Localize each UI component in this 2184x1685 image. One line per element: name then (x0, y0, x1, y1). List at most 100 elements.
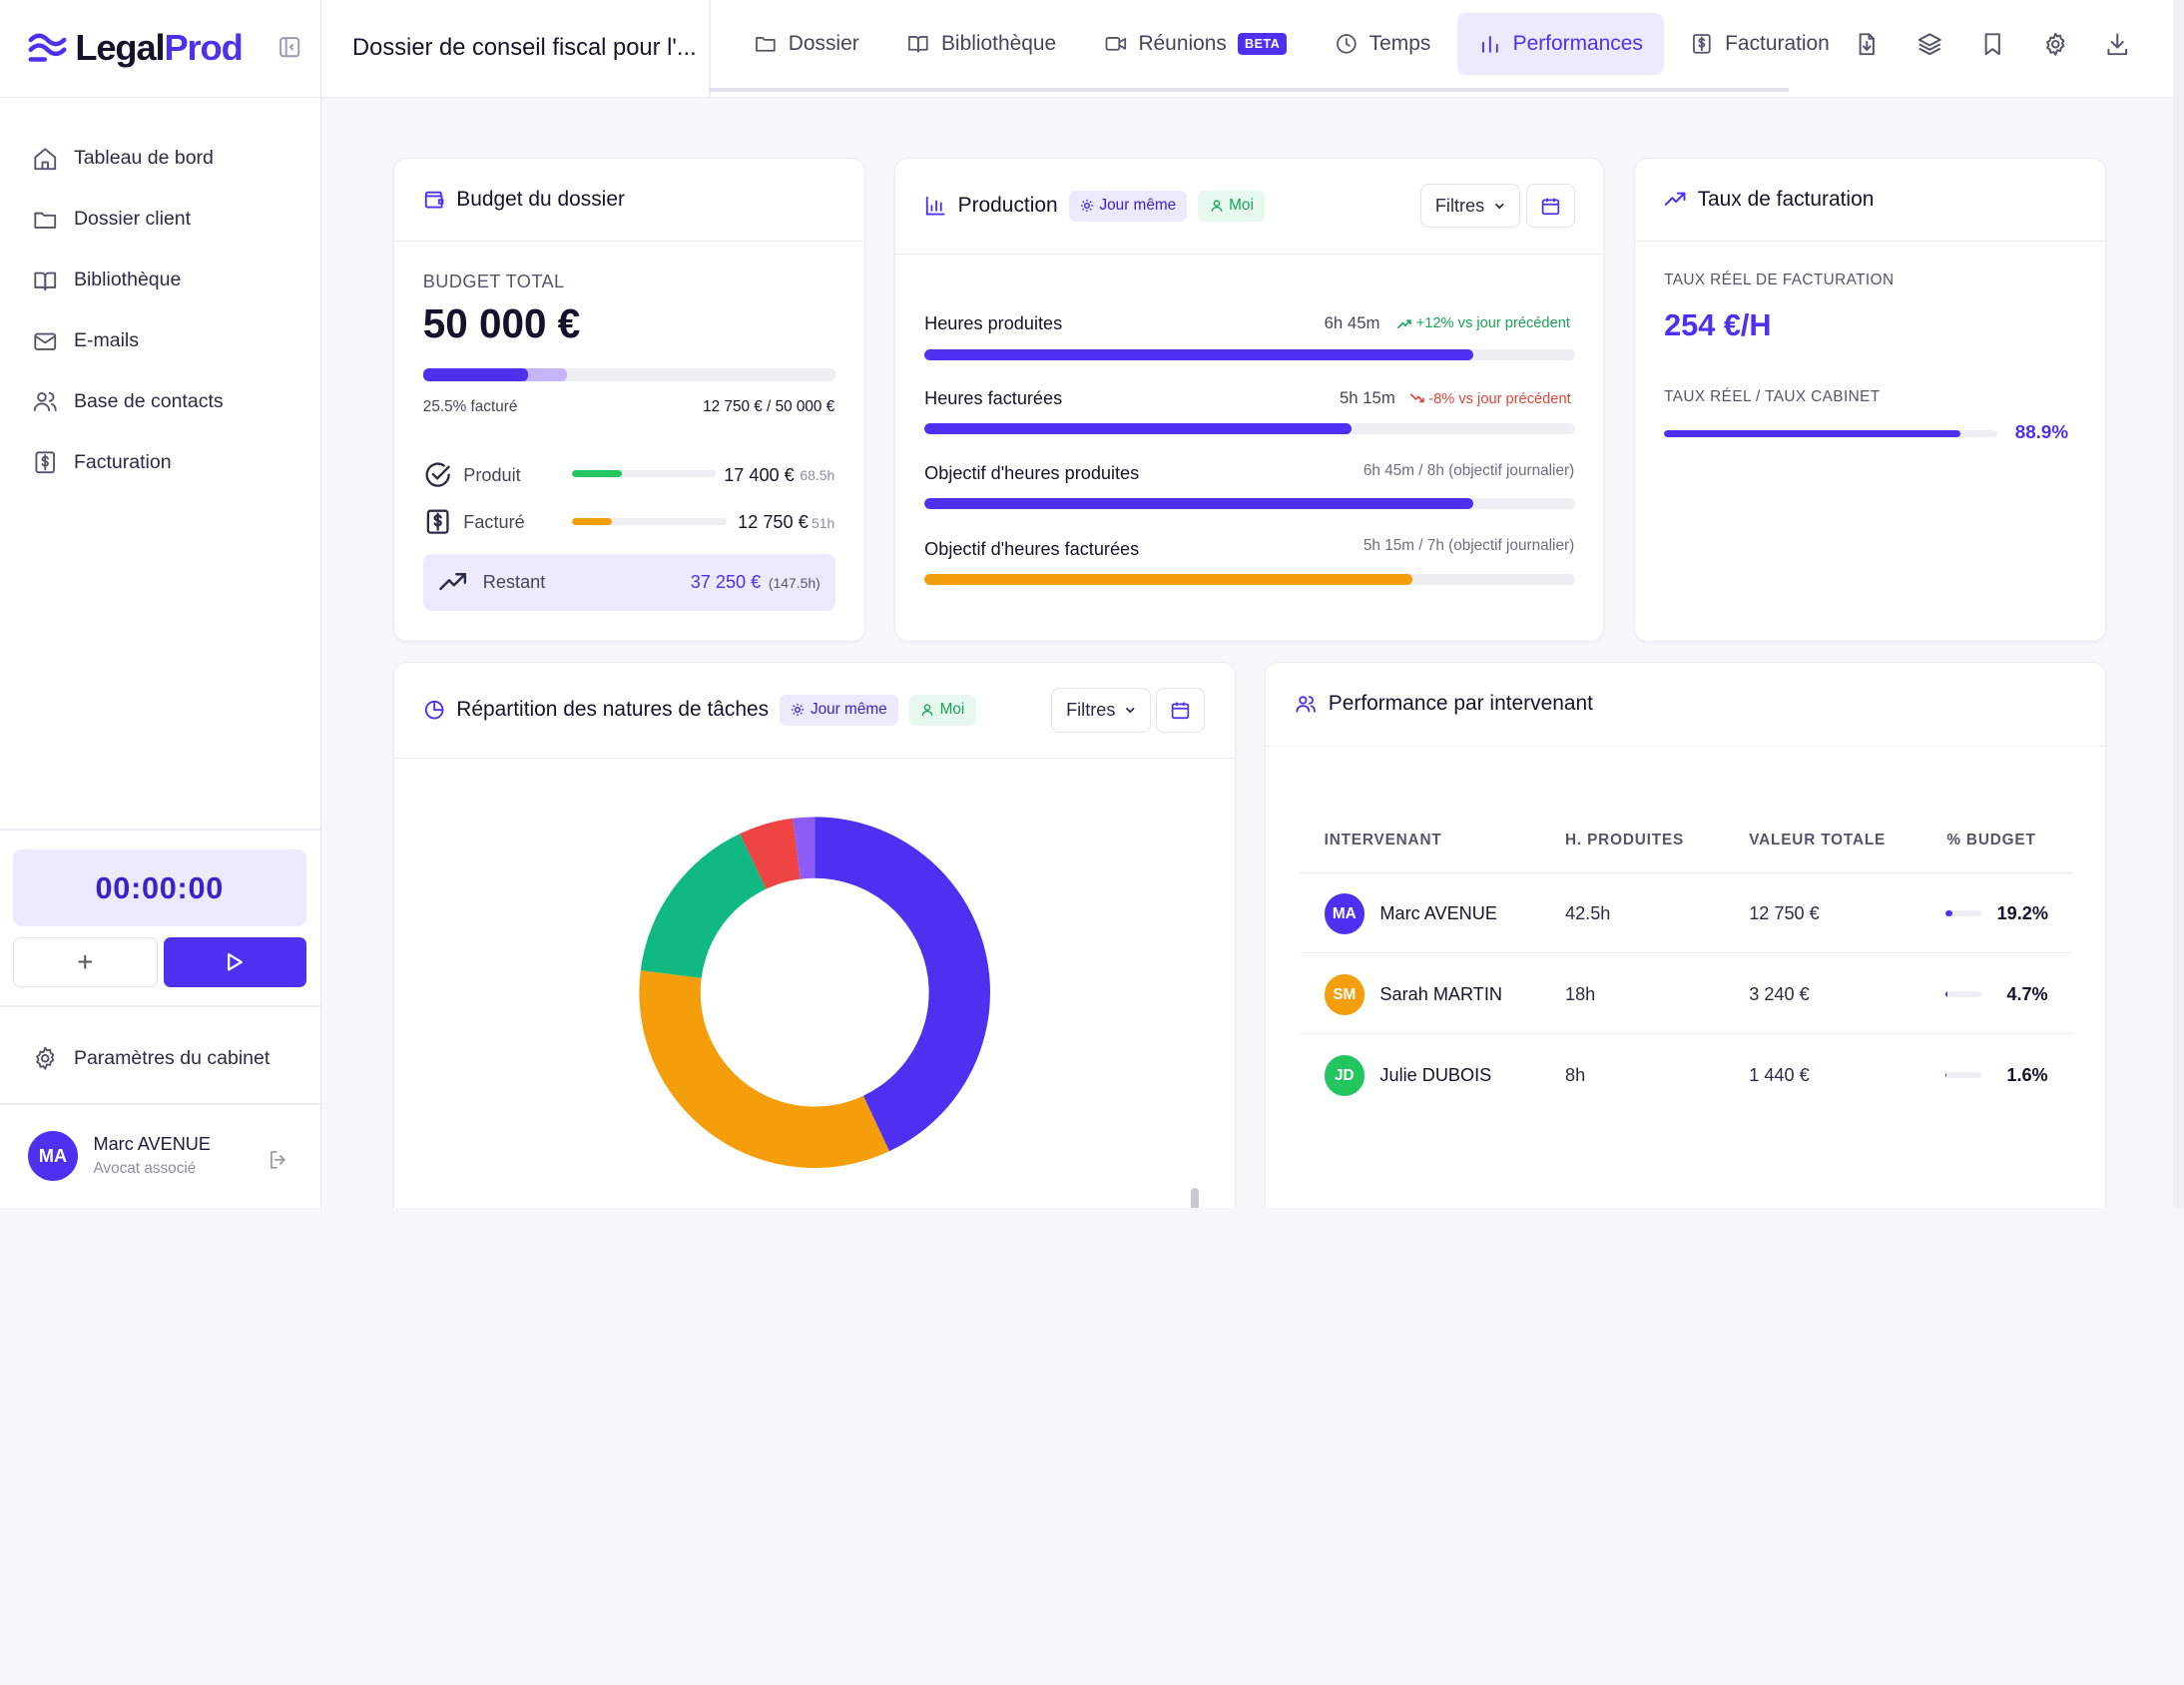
file-download-icon[interactable] (1854, 31, 1881, 58)
tab-bibliotheque[interactable]: Bibliothèque (885, 13, 1077, 74)
sidebar-item-label: Dossier client (73, 208, 192, 231)
budget-total-label: BUDGET TOTAL (422, 271, 565, 291)
card-title: Taux de facturation (1697, 188, 1875, 212)
sidebar-item-tableau-de-bord[interactable]: Tableau de bord (0, 128, 320, 189)
invoice-icon (426, 509, 449, 534)
member-name: Marc AVENUE (1379, 903, 1497, 924)
production-row-label: Objectif d'heures produites (924, 463, 1140, 484)
member-value: 3 240 € (1749, 984, 1810, 1005)
filters-dropdown[interactable]: Filtres (1051, 687, 1152, 733)
filters-dropdown[interactable]: Filtres (1419, 183, 1521, 229)
logo-text-prod: Prod (164, 27, 243, 69)
user-icon (1211, 200, 1222, 213)
card-title: Performance par intervenant (1328, 692, 1593, 716)
period-filter-pill[interactable]: Jour même (1068, 190, 1188, 222)
home-icon (34, 147, 57, 170)
sidebar-item-base-de-contacts[interactable]: Base de contacts (0, 371, 320, 432)
production-row-value: 5h 15m (1339, 387, 1395, 407)
user-role: Avocat associé (93, 1160, 197, 1178)
tab-reunions[interactable]: Réunions BETA (1083, 13, 1309, 74)
donut-slice-3[interactable] (740, 819, 801, 889)
member-budget-fill (1944, 991, 1947, 997)
period-filter-pill[interactable]: Jour même (780, 695, 898, 726)
card-title: Production (957, 194, 1058, 218)
production-row-label: Objectif d'heures facturées (924, 538, 1140, 559)
card-title: Budget du dossier (456, 188, 625, 212)
remaining-hours: (147.5h) (768, 574, 820, 591)
table-row[interactable]: MA Marc AVENUE 42.5h 12 750 € 19.2% (1299, 873, 2074, 954)
member-hours: 18h (1565, 984, 1596, 1005)
card-header: Performance par intervenant (1266, 663, 2105, 747)
trend-up-icon (1397, 319, 1411, 329)
user-filter-pill[interactable]: Moi (908, 695, 976, 726)
sidebar-item-bibliotheque[interactable]: Bibliothèque (0, 250, 320, 310)
sidebar-divider (0, 1103, 322, 1105)
member-name: Sarah MARTIN (1379, 984, 1502, 1005)
book-icon (34, 272, 57, 290)
member-budget-fill (1944, 910, 1952, 916)
firm-settings-link[interactable]: Paramètres du cabinet (0, 1028, 321, 1089)
book-icon (908, 36, 928, 53)
clock-icon (1336, 34, 1357, 54)
donut-slice-0[interactable] (814, 817, 990, 1152)
pill-label: Moi (939, 701, 965, 719)
produced-value: 17 400 € (724, 464, 795, 485)
rate-ratio-label: TAUX RÉEL / TAUX CABINET (1664, 387, 1881, 405)
tab-performances[interactable]: Performances (1456, 13, 1664, 75)
pill-label: Jour même (810, 701, 887, 719)
timer-controls: + (12, 937, 306, 988)
app-root: Legal Prod Tableau de bord Dossier client… (0, 0, 2184, 1208)
layers-icon[interactable] (1916, 31, 1943, 58)
delta-text: +12% vs jour précédent (1415, 315, 1570, 332)
toolbar-icons (1854, 31, 2167, 58)
avatar: SM (1324, 974, 1365, 1015)
topbar: Dossier de conseil fiscal pour l'... Dos… (321, 0, 2184, 98)
date-picker-button[interactable] (1155, 687, 1205, 733)
production-row-delta: +12% vs jour précédent (1396, 315, 1570, 331)
tab-facturation[interactable]: Facturation (1669, 13, 1850, 74)
billed-value: 12 750 € (738, 512, 809, 533)
member-budget-bar (1944, 910, 1982, 916)
tab-label: Temps (1368, 32, 1431, 56)
logo[interactable]: Legal Prod (28, 27, 244, 69)
page-title: Dossier de conseil fiscal pour l'... (352, 34, 697, 61)
start-timer-button[interactable] (163, 937, 306, 988)
user-filter-pill[interactable]: Moi (1198, 190, 1266, 222)
sidebar-item-e-mails[interactable]: E-mails (0, 310, 320, 371)
user-profile[interactable]: MA Marc AVENUE Avocat associé (0, 1105, 321, 1208)
scrollbar[interactable] (2172, 97, 2184, 1208)
timer-display: 00:00:00 (12, 849, 306, 926)
sidebar-divider (0, 1005, 322, 1007)
scrollbar[interactable] (1190, 1187, 1200, 1208)
table-row[interactable]: JD Julie DUBOIS 8h 1 440 € 1.6% (1300, 1034, 2074, 1115)
logo-row: Legal Prod (0, 0, 321, 98)
chevron-down-icon (1125, 707, 1135, 714)
tab-temps[interactable]: Temps (1314, 13, 1451, 74)
beta-badge: BETA (1238, 32, 1288, 56)
pill-label: Moi (1229, 197, 1254, 215)
budget-card: Budget du dossier BUDGET TOTAL 50 000 € … (392, 157, 865, 643)
donut-slice-4[interactable] (792, 817, 815, 879)
download-icon[interactable] (2104, 31, 2131, 58)
collapse-sidebar-icon[interactable] (278, 36, 300, 58)
tab-label: Performances (1512, 32, 1643, 56)
budget-billed-fill (422, 368, 529, 381)
sidebar-item-facturation[interactable]: Facturation (0, 432, 320, 493)
add-time-entry-button[interactable]: + (12, 937, 158, 988)
user-icon (921, 704, 933, 717)
date-picker-button[interactable] (1525, 183, 1575, 229)
logout-icon[interactable] (267, 1148, 290, 1172)
gear-icon[interactable] (2042, 31, 2069, 58)
sidebar-item-parametres[interactable]: Paramètres du cabinet (0, 1028, 321, 1089)
bookmark-icon[interactable] (1979, 31, 2006, 58)
tab-dossier[interactable]: Dossier (733, 13, 880, 74)
invoice-icon (35, 451, 56, 474)
scrollbar[interactable] (2172, 0, 2184, 98)
billed-bar-fill (572, 517, 612, 525)
production-bar-fill (924, 498, 1474, 510)
donut-slice-2[interactable] (640, 834, 767, 979)
table-row[interactable]: SM Sarah MARTIN 18h 3 240 € 4.7% (1299, 953, 2074, 1035)
real-rate-value: 254 €/H (1664, 306, 1772, 342)
sidebar-item-dossier-client[interactable]: Dossier client (0, 189, 320, 250)
donut-slice-1[interactable] (639, 970, 889, 1169)
